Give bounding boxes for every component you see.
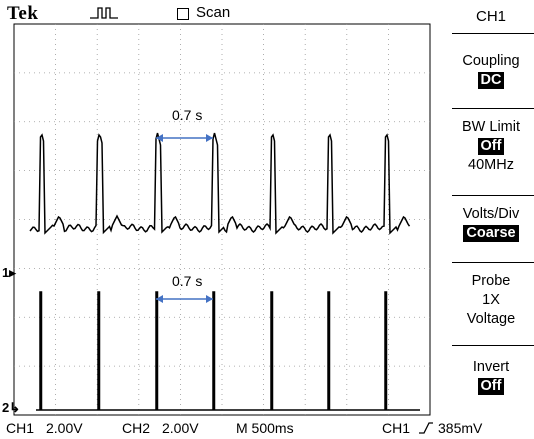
ch2-scale: 2.00V [162,420,199,436]
ch1-ground-marker: 1▸ [2,265,16,280]
scope-display [13,23,431,416]
annotation-bottom-label: 0.7 s [172,273,203,289]
menu-title: CH1 [475,8,506,25]
timebase: M 500ms [236,420,294,436]
side-menu: CH1 Coupling DC BW Limit Off 40MHz Volts… [448,0,534,439]
bw-limit-label: BW Limit [462,119,520,135]
invert-value: Off [477,378,505,395]
ch2-label: CH2 [122,420,151,436]
trigger-source: CH1 [382,420,411,436]
ch1-waveform [29,132,411,235]
ch1-label: CH1 [6,420,35,436]
bottom-status-bar: CH1 2.00V CH2 2.00V M 500ms CH1 385mV [0,418,534,439]
invert-label: Invert [472,359,510,375]
coupling-label: Coupling [462,53,520,69]
coupling-menu-item[interactable]: Coupling DC [448,52,534,90]
ch2-waveform [36,291,420,411]
invert-menu-item[interactable]: Invert Off [448,358,534,396]
rising-edge-icon [419,422,433,434]
menu-divider [452,33,534,34]
bw-limit-extra: 40MHz [468,157,514,173]
probe-menu-item[interactable]: Probe 1X Voltage [448,272,534,329]
pulse-waveform-icon [90,7,118,19]
annotation-top-label: 0.7 s [172,107,203,123]
volts-div-label: Volts/Div [462,206,520,222]
volts-div-menu-item[interactable]: Volts/Div Coarse [448,205,534,243]
probe-value: 1X [482,292,500,308]
scan-checkbox[interactable] [177,8,189,20]
coupling-value: DC [477,72,505,89]
ch2-ground-marker: 2↳ [2,400,21,415]
menu-divider [452,262,534,263]
menu-divider [452,345,534,346]
scan-label: Scan [196,4,231,21]
menu-divider [452,108,534,109]
bw-limit-value: Off [477,138,505,155]
top-status-bar: Tek Scan [0,0,420,24]
menu-divider [452,195,534,196]
measurement-bottom [156,295,213,303]
ch1-scale: 2.00V [46,420,83,436]
graticule [13,23,431,416]
trigger-level: 385mV [438,420,483,436]
probe-label: Probe [471,273,511,289]
measurement-top [156,134,213,142]
probe-extra: Voltage [466,311,516,327]
volts-div-value: Coarse [463,225,519,242]
bw-limit-menu-item[interactable]: BW Limit Off 40MHz [448,118,534,175]
brand-logo: Tek [7,3,39,24]
